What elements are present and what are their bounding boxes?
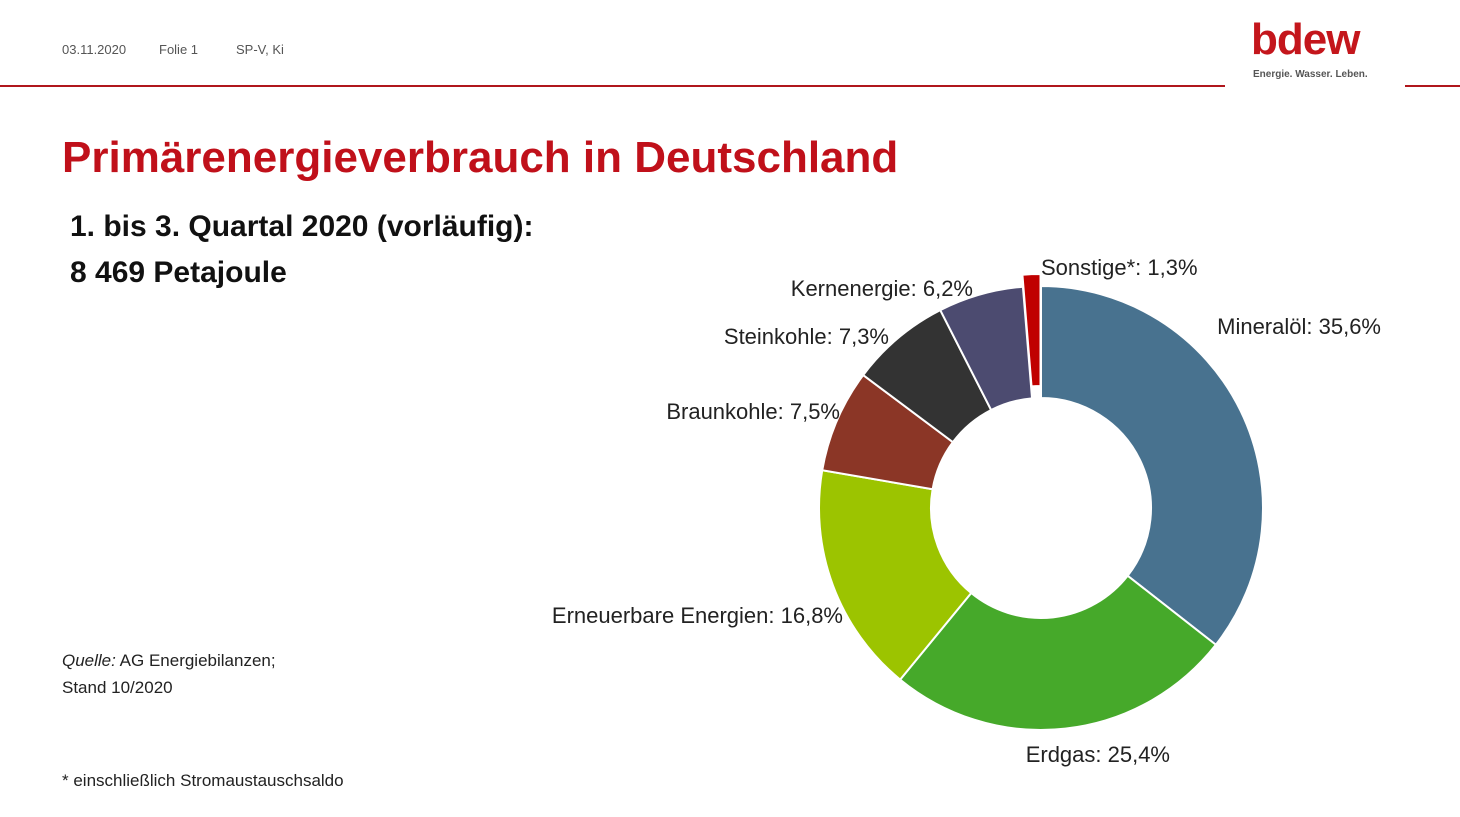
slide-number: Folie 1 xyxy=(159,42,199,57)
data-label-braunkohle: Braunkohle: 7,5% xyxy=(666,399,840,424)
donut-labels: Mineralöl: 35,6% Erdgas: 25,4% Erneuerbare… xyxy=(552,255,1381,767)
donut-slice-erdgas xyxy=(898,574,1218,731)
data-label-steinkohle: Steinkohle: 7,3% xyxy=(724,324,889,349)
source-note: Quelle: AG Energiebilanzen; Stand 10/202… xyxy=(62,647,276,701)
data-label-erneuerbare-energien: Erneuerbare Energien: 16,8% xyxy=(552,603,843,628)
header-rule-right xyxy=(1405,85,1460,87)
data-label-sonstige: Sonstige*: 1,3% xyxy=(1041,255,1198,280)
bdew-logo: bdew Energie. Wasser. Leben. xyxy=(1251,16,1381,86)
donut-slice-sonstige xyxy=(1021,273,1042,388)
footnote: * einschließlich Stromaustauschsaldo xyxy=(62,771,344,790)
slide-author: SP-V, Ki xyxy=(236,42,284,57)
data-label-erdgas: Erdgas: 25,4% xyxy=(1026,742,1170,767)
logo-wordmark: bdew xyxy=(1251,15,1360,64)
header-rule-left xyxy=(0,85,1225,87)
period-subtitle: 1. bis 3. Quartal 2020 (vorläufig): xyxy=(70,210,534,243)
data-label-mineralöl: Mineralöl: 35,6% xyxy=(1217,314,1381,339)
logo-tagline: Energie. Wasser. Leben. xyxy=(1253,69,1368,80)
donut-slice-erneuerbare-energien xyxy=(818,469,973,682)
source-text: AG Energiebilanzen; xyxy=(115,651,276,670)
source-date: Stand 10/2020 xyxy=(62,678,173,697)
data-label-kernenergie: Kernenergie: 6,2% xyxy=(791,276,973,301)
slide-title: Primärenergieverbrauch in Deutschland xyxy=(62,133,899,182)
total-energy-value: 8 469 Petajoule xyxy=(70,256,287,289)
source-prefix: Quelle: xyxy=(62,651,116,670)
slide-date: 03.11.2020 xyxy=(62,42,127,57)
donut-slice-mineralöl xyxy=(1040,284,1264,647)
donut-slices xyxy=(818,273,1264,731)
